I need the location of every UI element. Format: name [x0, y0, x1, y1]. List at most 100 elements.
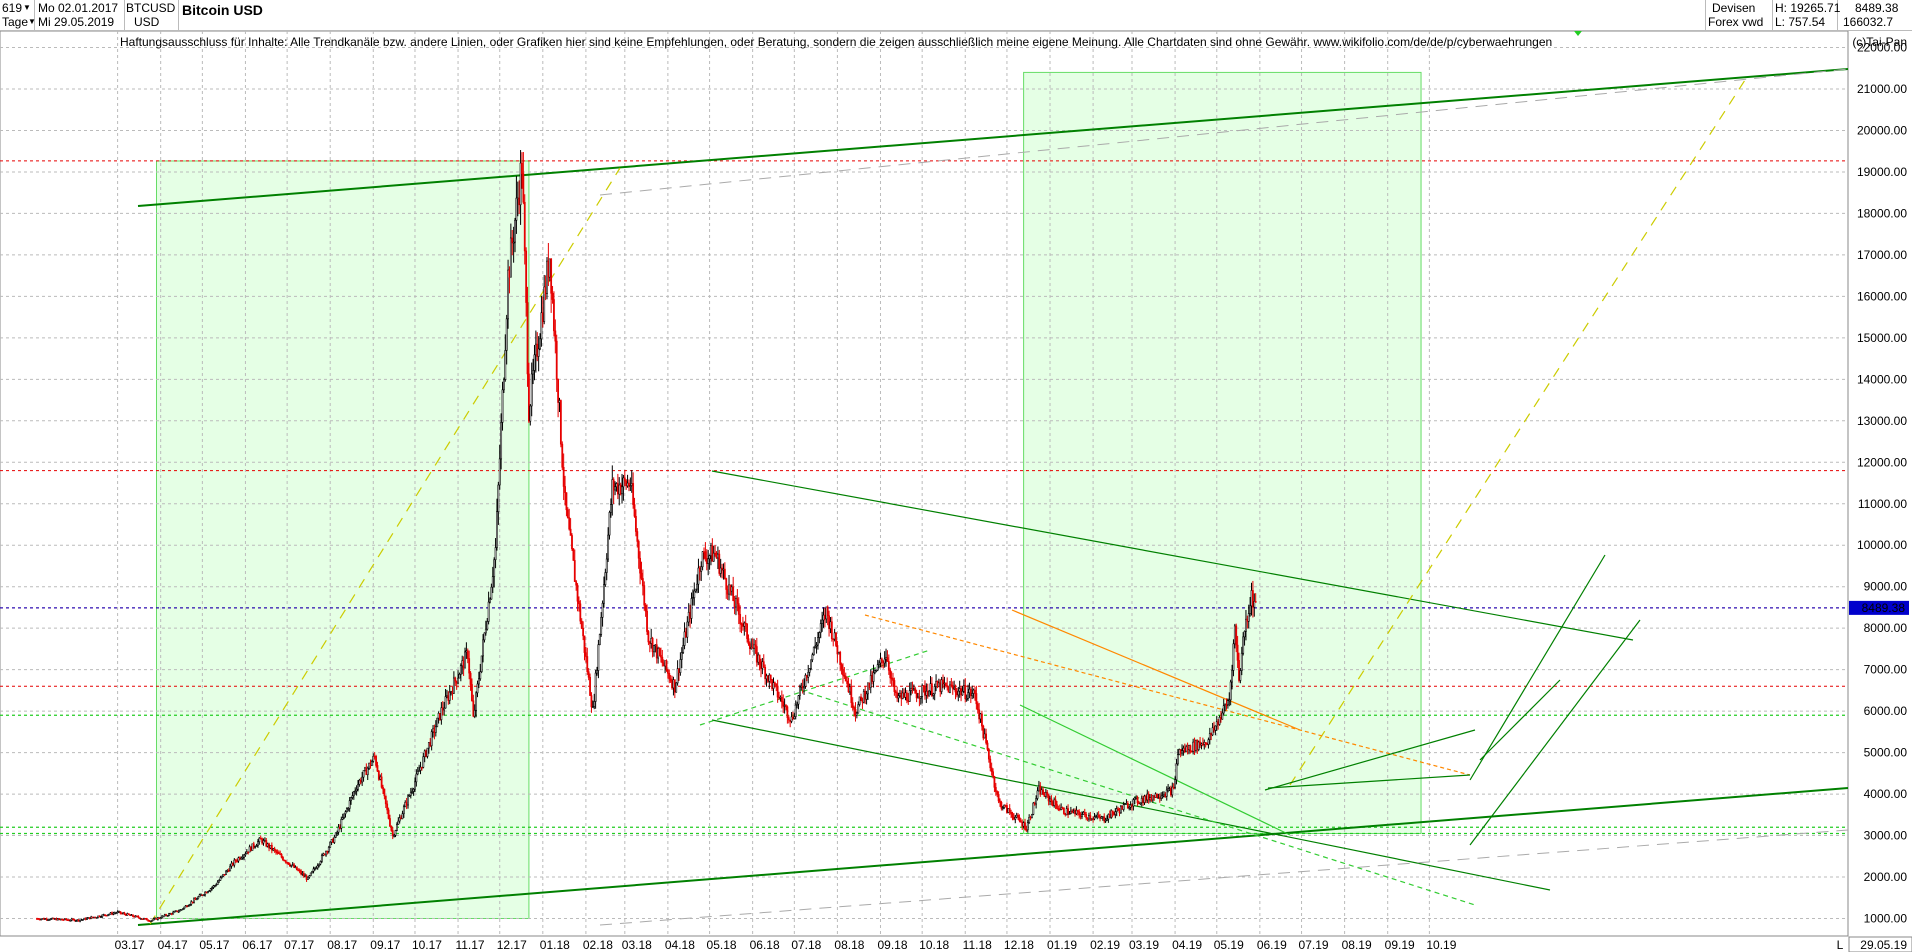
candle-body	[1247, 613, 1250, 622]
candle-body	[1154, 793, 1157, 798]
chevron-down-icon[interactable]: ▼	[23, 3, 31, 12]
candle-body	[964, 685, 967, 699]
candle-body	[448, 691, 451, 701]
candle-body	[415, 773, 418, 783]
candle-body	[1183, 747, 1186, 753]
candle-body	[940, 679, 943, 692]
candle-body	[885, 657, 887, 660]
candle-body	[589, 676, 591, 696]
candle-body	[508, 269, 511, 278]
candle-body	[375, 756, 377, 766]
candle-body	[109, 912, 112, 915]
candle-body	[1079, 814, 1082, 818]
candle-body	[358, 779, 361, 785]
candle-body	[525, 250, 528, 303]
x-tick-label: 07.19	[1299, 938, 1329, 952]
candle-body	[600, 617, 603, 635]
candle-body	[265, 840, 268, 847]
candle-body	[696, 583, 698, 590]
candle-body	[1157, 797, 1160, 799]
candle-body	[515, 197, 518, 221]
candle-body	[562, 466, 565, 487]
candle-body	[120, 912, 123, 915]
candle-body	[79, 919, 81, 922]
candle-body	[270, 844, 273, 851]
candle-body	[419, 766, 422, 771]
candle-body	[685, 631, 687, 638]
candle-body	[1006, 805, 1008, 813]
candle-body	[650, 638, 653, 644]
chevron-down-icon[interactable]: ▼	[28, 17, 36, 26]
candle-body	[658, 648, 661, 656]
candle-body	[359, 779, 362, 783]
candle-body	[1186, 746, 1189, 751]
candle-body	[1132, 799, 1135, 807]
candle-body	[861, 697, 864, 703]
candle-body	[597, 644, 600, 671]
candle-body	[1192, 741, 1195, 752]
candle-body	[921, 685, 924, 697]
candle-body	[1011, 813, 1014, 818]
candle-body	[369, 762, 372, 766]
candle-body	[452, 677, 455, 694]
candle-body	[252, 843, 255, 848]
candle-body	[1047, 794, 1050, 802]
candle-body	[476, 683, 479, 694]
candle-body	[105, 914, 108, 917]
candle-body	[45, 918, 48, 921]
x-tick-label: 02.19	[1090, 938, 1120, 952]
candle-body	[880, 658, 883, 662]
candle-body	[558, 400, 561, 403]
candle-body	[1081, 814, 1083, 818]
candle-body	[80, 919, 83, 921]
candle-body	[1064, 813, 1067, 816]
candle-body	[742, 623, 744, 627]
candle-body	[566, 509, 569, 518]
candle-body	[824, 614, 826, 620]
candle-body	[423, 750, 426, 757]
candle-body	[673, 679, 676, 693]
candle-body	[732, 586, 735, 602]
candle-body	[537, 348, 540, 357]
date-range-box[interactable]: Mo 02.01.2017 Mi 29.05.2019	[34, 0, 125, 30]
candle-body	[1068, 813, 1071, 815]
count-box[interactable]: 619 ▼ Tage ▼	[0, 0, 36, 30]
candle-body	[1163, 794, 1165, 797]
candle-body	[776, 685, 779, 698]
candle-body	[115, 912, 118, 915]
candle-body	[350, 797, 352, 802]
candle-body	[579, 603, 582, 622]
candle-body	[1204, 742, 1207, 745]
candle-body	[687, 611, 690, 623]
candle-body	[52, 917, 55, 920]
candle-body	[201, 894, 204, 896]
candle-body	[55, 918, 58, 921]
candle-body	[721, 567, 723, 570]
candle-body	[1125, 803, 1128, 805]
candle-body	[155, 917, 158, 920]
candle-body	[112, 912, 115, 915]
candle-body	[223, 873, 226, 876]
candle-body	[1254, 601, 1257, 603]
candle-body	[293, 864, 295, 868]
candle-body	[427, 742, 430, 749]
candle-body	[458, 674, 461, 679]
candle-body	[125, 913, 127, 916]
symbol-box[interactable]: BTCUSD USD	[124, 0, 179, 30]
channel-line	[1469, 554, 1606, 781]
candle-body	[208, 890, 211, 892]
candle-body	[547, 260, 550, 278]
candle-body	[911, 688, 914, 690]
candle-body	[931, 683, 933, 696]
candle-body	[901, 692, 904, 699]
candle-body	[182, 908, 184, 911]
candle-body	[751, 646, 754, 649]
candle-body	[357, 784, 359, 790]
candle-body	[953, 687, 956, 690]
candle-body	[144, 918, 147, 920]
candle-body	[540, 312, 543, 340]
candle-body	[422, 756, 425, 768]
candle-body	[790, 716, 793, 722]
candle-body	[942, 679, 944, 684]
